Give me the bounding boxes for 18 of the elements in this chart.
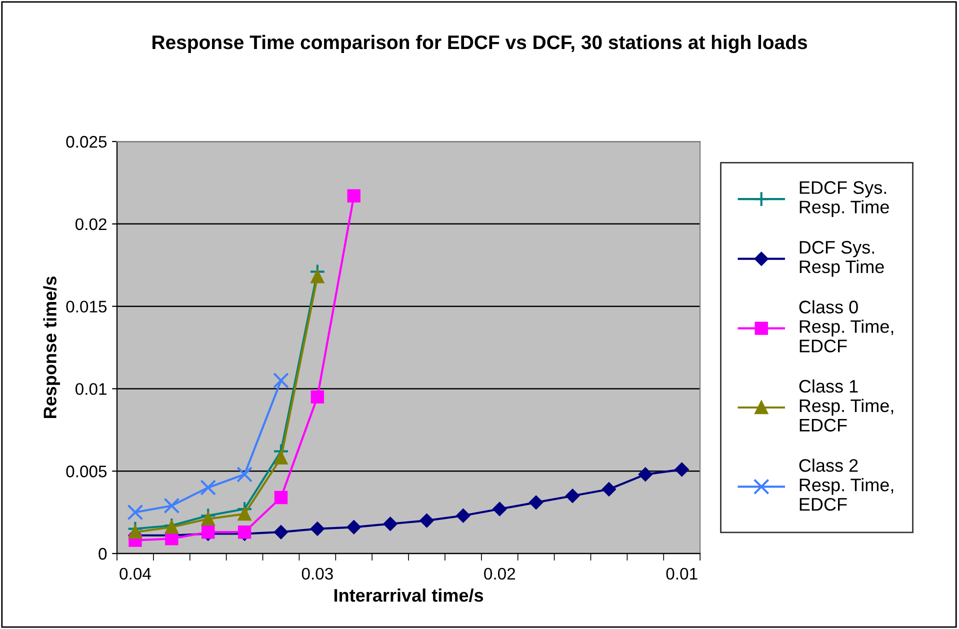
y-tick-label: 0.01: [75, 383, 106, 395]
y-tick-label: 0: [98, 548, 107, 560]
y-tick-label: 0.025: [66, 136, 107, 148]
legend-label: DCF Sys. Resp Time: [800, 240, 884, 277]
x-axis-title: Interarrival time/s: [334, 588, 484, 602]
x-tick-label: 0.03: [302, 568, 333, 580]
x-tick-label: 0.02: [484, 568, 516, 580]
legend-label: Class 1 Resp. Time, EDCF: [799, 379, 894, 432]
legend-label: Class 0 Resp. Time, EDCF: [799, 300, 894, 352]
y-tick-label: 0.005: [66, 466, 107, 478]
y-tick-label: 0.02: [75, 218, 106, 230]
legend-label: Class 2 Resp. Time, EDCF: [799, 458, 894, 511]
chart-title: Response Time comparison for EDCF vs DCF, 30 stations at high loads: [152, 34, 808, 54]
x-tick-label: 0.04: [120, 568, 151, 580]
y-tick-label: 0.015: [66, 300, 107, 313]
x-tick-label: 0.01: [666, 568, 698, 580]
legend-label: EDCF Sys. Resp. Time: [800, 181, 889, 217]
y-axis-title: Response time/s: [43, 276, 60, 418]
